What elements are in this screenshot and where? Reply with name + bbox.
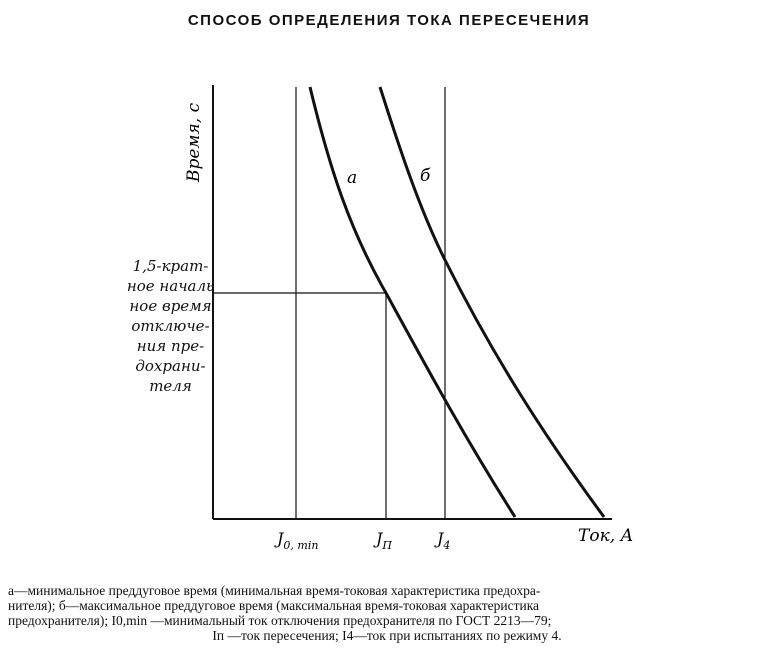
curve-a [308, 86, 517, 518]
time-marker-line-6: дохрани- [135, 357, 206, 375]
curve-b [378, 86, 606, 518]
time-marker-label: 1,5-крат- ное началь ное время отключе- … [118, 256, 223, 396]
diagram-title: СПОСОБ ОПРЕДЕЛЕНИЯ ТОКА ПЕРЕСЕЧЕНИЯ [187, 12, 591, 29]
time-marker-line-5: ния пре- [136, 337, 205, 355]
tick-i0min: J0, min [274, 529, 318, 552]
caption-line-2: нителя); б—максимальное преддуговое врем… [8, 598, 540, 613]
plot-area: а б Время, с J0, min JП J4 Ток, А [184, 85, 633, 552]
curve-b-label: б [420, 166, 431, 186]
tick-ip: JП [373, 529, 392, 552]
y-axis-label: Время, с [184, 102, 204, 183]
time-marker-line-2: ное началь [126, 277, 215, 295]
x-axis-label: Ток, А [578, 526, 633, 546]
caption-line-1: а—минимальное преддуговое время (минимал… [8, 583, 541, 598]
time-marker-line-4: отключе- [131, 317, 210, 335]
curve-a-label: а [347, 168, 357, 188]
time-marker-line-3: ное время [129, 297, 212, 315]
time-marker-line-1: 1,5-крат- [132, 257, 209, 275]
caption-line-4: Iп —ток пересечения; I4—ток при испытани… [212, 628, 562, 643]
tick-i4: J4 [434, 529, 450, 552]
time-marker-line-7: теля [149, 377, 192, 395]
figure-caption: а—минимальное преддуговое время (минимал… [8, 583, 766, 643]
caption-line-3: предохранителя); I0,min —минимальный ток… [8, 613, 552, 628]
